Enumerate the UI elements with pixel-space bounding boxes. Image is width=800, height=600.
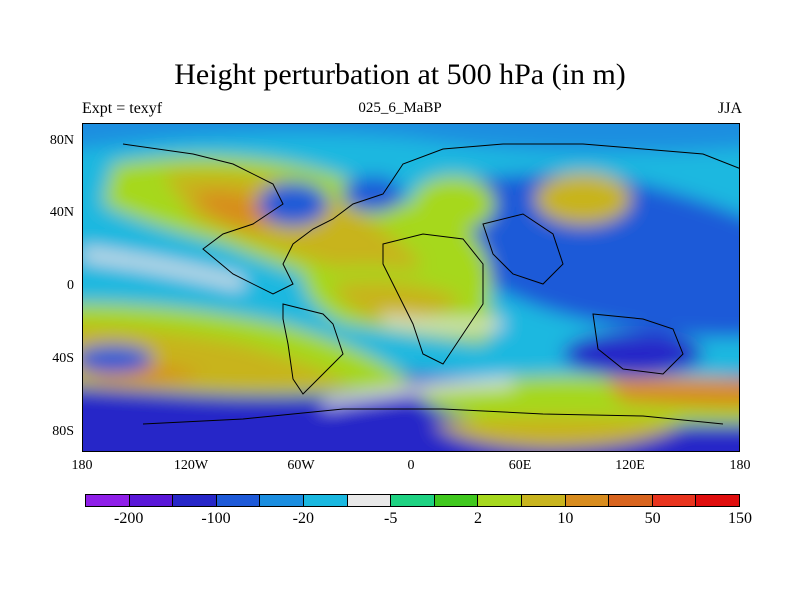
coastlines [122,143,739,425]
season-label: JJA [717,100,742,117]
negative-region [83,124,739,153]
colorbar-box [260,495,304,506]
x-tick-label: 0 [407,458,415,473]
colorbar-label: 10 [557,510,574,527]
colorbar-box [696,495,739,506]
y-tick-label: 40N [49,205,74,220]
colorbar-box [303,495,348,506]
colorbar-box [565,495,610,506]
negative-region [443,174,739,338]
zero-contour [382,315,504,330]
y-tick-label: 80N [49,133,74,148]
coastline-antarctica [142,408,724,425]
positive-region [333,281,463,320]
colorbar-box [609,495,653,506]
negative-cell [83,345,153,373]
colorbar-box [391,495,435,506]
period-label: 025_6_MaBP [358,100,442,116]
coastline-south-america [282,303,344,395]
colorbar-box [652,495,697,506]
colorbar-box [434,495,479,506]
map-panel [82,123,740,452]
x-tick-label: 120W [173,458,209,473]
colorbar-box [347,495,392,506]
zero-contour [83,249,245,289]
x-tick-label: 60E [508,458,532,473]
contour-fill-layer [83,124,739,451]
coastline-north [122,143,739,295]
y-tick-label: 80S [52,424,74,439]
zero-contour [322,378,514,408]
positive-region [433,416,683,449]
colorbar-box [173,495,217,506]
positive-cell [411,176,495,232]
colorbar-label: 2 [474,510,482,527]
y-tick-label: 0 [67,278,74,293]
colorbar-label: -200 [113,510,144,527]
colorbar-label: 50 [644,510,661,527]
positive-region [603,377,739,409]
colorbar-box [521,495,566,506]
colorbar [85,494,740,507]
positive-cell [535,173,631,225]
x-tick-label: 120E [615,458,645,473]
experiment-label: Expt = texyf [82,100,163,117]
x-tick-label: 60W [287,458,315,473]
coastline-arabia-india [482,213,564,285]
x-tick-label: 180 [729,458,751,473]
coastline-africa [382,233,484,365]
figure-title: Height perturbation at 500 hPa (in m) [174,58,626,91]
colorbar-box [129,495,174,506]
colorbar-box [478,495,522,506]
colorbar-label: 150 [728,510,752,527]
negative-cell [258,182,328,226]
contour-map [83,124,739,451]
negative-cell [563,332,703,376]
colorbar-box [216,495,261,506]
positive-region [193,191,283,228]
colorbar-label: -20 [292,510,314,527]
coastline-australia [592,313,684,375]
colorbar-box [86,495,130,506]
y-tick-label: 40S [52,351,74,366]
x-tick-label: 180 [71,458,93,473]
colorbar-label: -5 [383,510,398,527]
colorbar-label: -100 [201,510,231,527]
negative-cell [343,176,403,212]
